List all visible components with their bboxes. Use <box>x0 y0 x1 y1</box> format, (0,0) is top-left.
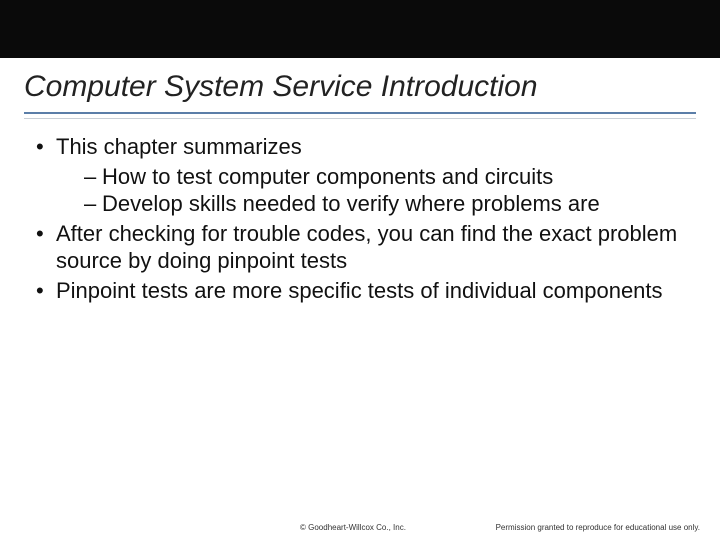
bullet-dot-icon: • <box>36 220 56 275</box>
list-item: • This chapter summarizes <box>36 133 696 161</box>
title-area: Computer System Service Introduction <box>0 58 720 119</box>
title-underline <box>24 112 696 114</box>
bullet-dot-icon: • <box>36 133 56 161</box>
list-item-text: How to test computer components and circ… <box>102 163 553 191</box>
bullet-dash-icon: – <box>84 163 102 191</box>
permission-text: Permission granted to reproduce for educ… <box>496 523 700 532</box>
list-item-text: This chapter summarizes <box>56 133 302 161</box>
bullet-dot-icon: • <box>36 277 56 305</box>
list-item: • After checking for trouble codes, you … <box>36 220 696 275</box>
list-item: – How to test computer components and ci… <box>84 163 696 191</box>
copyright-text: © Goodheart-Willcox Co., Inc. <box>300 523 406 532</box>
list-item-text: Develop skills needed to verify where pr… <box>102 190 600 218</box>
slide-footer: © Goodheart-Willcox Co., Inc. Permission… <box>0 523 720 532</box>
top-band <box>0 0 720 58</box>
list-item: – Develop skills needed to verify where … <box>84 190 696 218</box>
slide-content: • This chapter summarizes – How to test … <box>0 133 720 304</box>
list-item-text: Pinpoint tests are more specific tests o… <box>56 277 663 305</box>
bullet-dash-icon: – <box>84 190 102 218</box>
title-underline-thin <box>24 118 696 119</box>
list-item: • Pinpoint tests are more specific tests… <box>36 277 696 305</box>
list-item-text: After checking for trouble codes, you ca… <box>56 220 696 275</box>
slide-title: Computer System Service Introduction <box>24 70 696 110</box>
